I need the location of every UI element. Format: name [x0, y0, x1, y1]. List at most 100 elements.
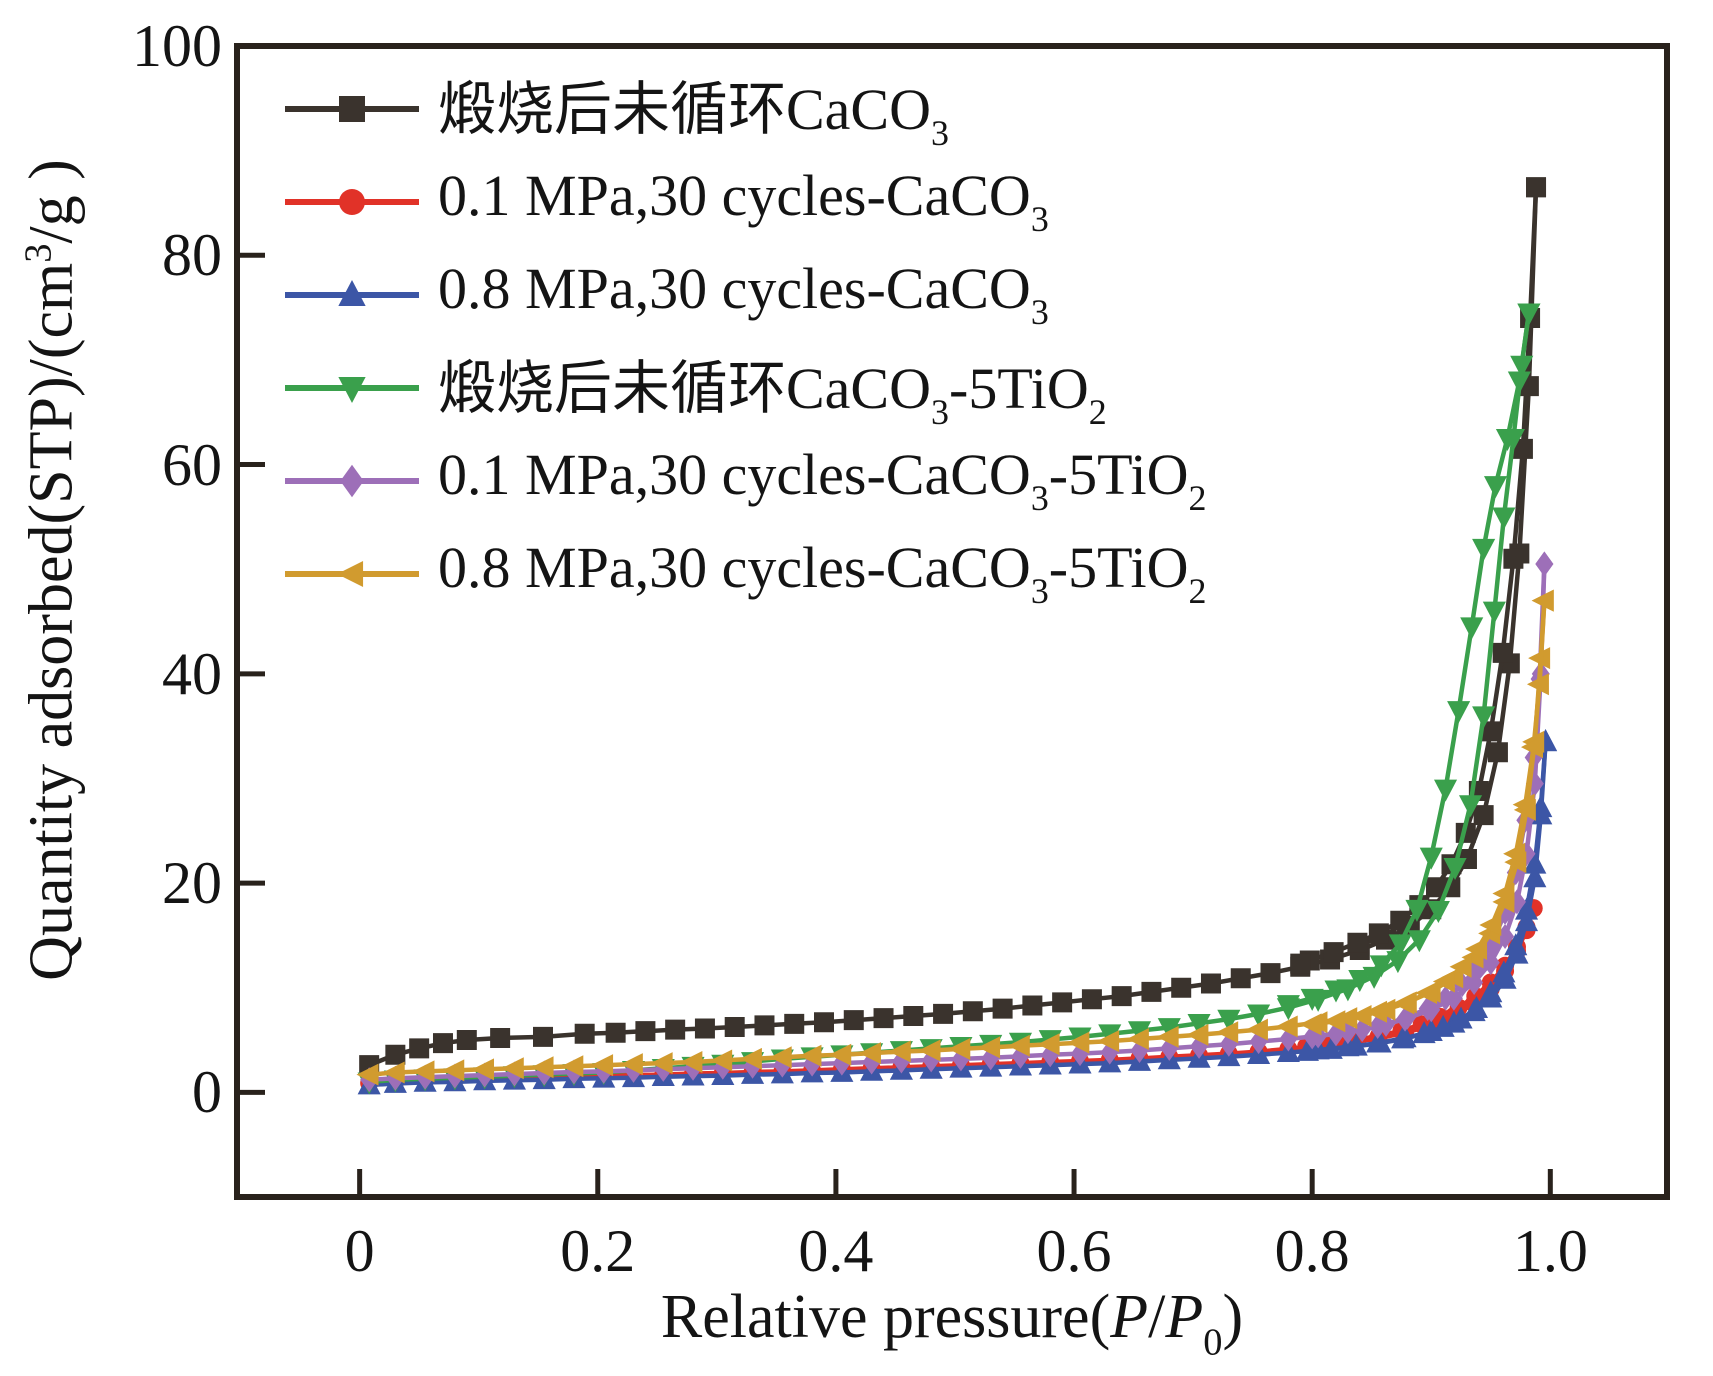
legend-marker-triangle-down-icon: [285, 376, 419, 403]
text-fragment: Relative pressure(: [660, 1283, 1111, 1351]
text-fragment: 0.1 MPa,30 cycles-CaCO: [438, 442, 1031, 508]
data-point-marker: [1526, 177, 1547, 198]
data-point-marker: [1388, 934, 1412, 957]
data-point-marker: [1386, 951, 1410, 974]
legend-label: 煅烧后未循环CaCO3-5TiO2: [438, 341, 1107, 433]
legend-label: 0.8 MPa,30 cycles-CaCO3-5TiO2: [438, 534, 1207, 612]
data-point-marker: [1007, 1034, 1030, 1057]
text-fragment: /: [1148, 1283, 1166, 1351]
data-point-marker: [1466, 987, 1485, 1006]
data-point-marker: [1405, 899, 1429, 922]
x-axis-title: Relative pressure(P/P0): [661, 1282, 1243, 1364]
data-point-marker: [1472, 538, 1496, 561]
data-point-marker: [694, 1018, 715, 1039]
data-point-marker: [409, 1038, 430, 1059]
text-fragment: ): [1222, 1283, 1244, 1351]
data-point-marker: [1245, 1018, 1268, 1041]
legend: 煅烧后未循环CaCO3 0.1 MPa,30 cycles-CaCO3 0.8 MP…: [282, 62, 1207, 620]
data-point-marker: [1507, 371, 1531, 394]
data-point-marker: [385, 1044, 406, 1065]
data-point-marker: [1482, 601, 1506, 624]
data-point-marker: [1111, 986, 1132, 1007]
data-point-marker: [432, 1033, 453, 1054]
data-point-marker: [948, 1037, 971, 1060]
legend-marker-square-icon: [285, 95, 419, 122]
x-tick-label: 0.2: [560, 1218, 636, 1284]
y-tick-label: 0: [192, 1059, 222, 1126]
x-tick-label: 0.8: [1274, 1218, 1350, 1284]
data-point-marker: [724, 1016, 745, 1037]
data-point-marker: [1081, 989, 1102, 1010]
data-point-marker: [888, 1040, 911, 1063]
data-point-marker: [933, 1003, 954, 1024]
data-point-marker: [1449, 955, 1472, 978]
data-point-marker: [1368, 1030, 1392, 1053]
data-point-marker: [1347, 932, 1368, 953]
data-point-marker: [1157, 1018, 1181, 1041]
data-point-marker: [1319, 1036, 1343, 1059]
data-point-marker: [1418, 996, 1437, 1022]
data-point-marker: [1216, 1021, 1239, 1044]
data-point-marker: [442, 1059, 465, 1082]
data-point-marker: [456, 1030, 477, 1051]
data-point-marker: [501, 1057, 524, 1080]
data-point-marker: [1275, 1015, 1298, 1038]
y-tick-label: 80: [162, 222, 222, 289]
data-point-marker: [858, 1042, 881, 1065]
data-point-marker: [978, 1036, 1001, 1059]
data-point-marker: [1431, 1014, 1455, 1037]
text-fragment: 3: [1030, 292, 1049, 333]
text-fragment: 3: [931, 113, 949, 154]
text-fragment: 0.8 MPa,30 cycles-CaCO: [438, 535, 1031, 601]
data-point-marker: [1368, 923, 1389, 944]
text-fragment: 3: [17, 243, 60, 263]
data-point-marker: [1447, 701, 1471, 724]
data-point-marker: [1156, 1025, 1179, 1048]
data-point-marker: [591, 1054, 614, 1077]
data-point-marker: [1464, 996, 1489, 1019]
data-point-marker: [1290, 953, 1311, 974]
data-point-marker: [799, 1044, 822, 1067]
data-point-marker: [1419, 847, 1443, 870]
data-point-marker: [1260, 963, 1281, 984]
data-point-marker: [1390, 910, 1411, 931]
x-tick-label: 0.6: [1036, 1218, 1112, 1284]
data-point-marker: [1492, 960, 1516, 983]
data-point-marker: [531, 1056, 554, 1079]
data-point-marker: [1517, 303, 1541, 326]
text-fragment: 3: [1030, 199, 1049, 240]
data-point-marker: [1473, 805, 1494, 826]
y-tick-label: 40: [162, 640, 222, 707]
data-point-marker: [382, 1061, 405, 1084]
legend-label: 0.1 MPa,30 cycles-CaCO3: [438, 162, 1049, 240]
data-point-marker: [1531, 589, 1554, 612]
data-point-marker: [1426, 900, 1450, 923]
data-point-marker: [873, 1008, 894, 1029]
data-point-marker: [784, 1013, 805, 1034]
data-point-marker: [1458, 795, 1483, 818]
legend-item: 0.1 MPa,30 cycles-CaCO3: [282, 155, 1207, 248]
data-point-marker: [1126, 1027, 1149, 1050]
data-point-marker: [1449, 1006, 1473, 1029]
text-fragment: -5TiO: [1048, 442, 1189, 508]
data-point-marker: [533, 1026, 554, 1047]
y-tick-label: 60: [162, 431, 222, 498]
data-point-marker: [1436, 985, 1455, 1011]
y-tick-label: 100: [132, 13, 222, 79]
data-point-marker: [1391, 1026, 1415, 1049]
data-point-marker: [605, 1022, 626, 1043]
text-fragment: P: [1110, 1283, 1149, 1351]
series-caco3_5tio2_08mpa: [356, 589, 1554, 1086]
text-fragment: /g ): [17, 159, 86, 244]
data-point-marker: [1479, 980, 1503, 1003]
data-point-marker: [1349, 1004, 1372, 1027]
text-fragment: -5TiO: [949, 356, 1089, 422]
data-point-marker: [1495, 429, 1519, 452]
data-point-marker: [1022, 995, 1043, 1016]
legend-item: 0.8 MPa,30 cycles-CaCO3: [282, 248, 1207, 341]
text-fragment: 0.8 MPa,30 cycles-CaCO: [438, 256, 1031, 322]
data-point-marker: [1520, 736, 1543, 759]
data-point-marker: [1415, 981, 1438, 1004]
data-point-marker: [1344, 1033, 1368, 1056]
data-point-marker: [1200, 973, 1221, 994]
